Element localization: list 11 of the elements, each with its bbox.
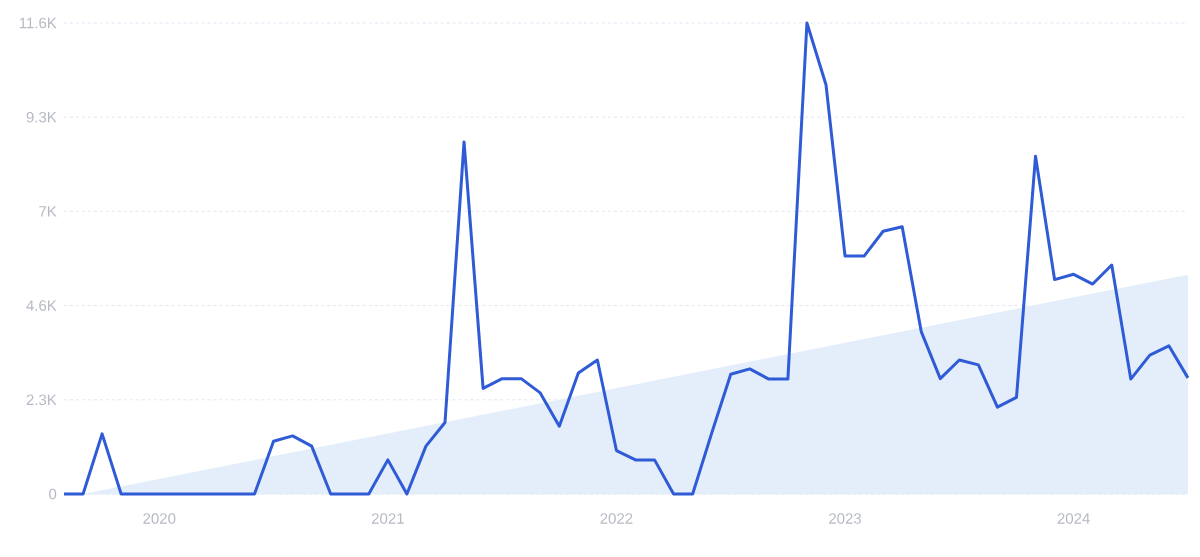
y-tick-label: 9.3K bbox=[26, 111, 57, 123]
x-tick-label: 2024 bbox=[1057, 513, 1090, 524]
x-tick-label: 2020 bbox=[143, 513, 176, 524]
y-tick-label: 4.6K bbox=[26, 300, 57, 311]
y-tick-label: 7K bbox=[39, 206, 57, 217]
y-tick-label: 11.6K bbox=[19, 17, 57, 29]
x-tick-label: 2021 bbox=[371, 513, 404, 524]
x-tick-label: 2023 bbox=[829, 513, 862, 524]
x-tick-label: 2022 bbox=[600, 513, 633, 524]
y-tick-label: 2.3K bbox=[26, 394, 57, 406]
y-tick-label: 0 bbox=[49, 488, 57, 500]
